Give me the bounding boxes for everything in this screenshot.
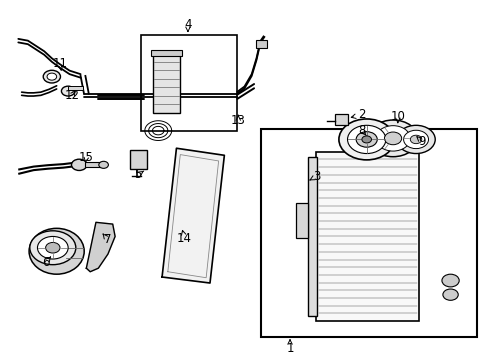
Bar: [307, 157, 317, 316]
Text: 14: 14: [177, 232, 192, 245]
Circle shape: [61, 86, 75, 96]
Text: 8: 8: [358, 124, 365, 137]
Circle shape: [71, 159, 87, 171]
Text: 10: 10: [389, 110, 405, 123]
Text: 4: 4: [184, 18, 191, 31]
Circle shape: [45, 242, 60, 253]
Text: 1: 1: [285, 342, 293, 355]
Circle shape: [47, 73, 57, 80]
Bar: [334, 114, 347, 125]
Text: 15: 15: [79, 150, 94, 163]
Text: 9: 9: [417, 135, 425, 148]
Circle shape: [403, 130, 427, 149]
Text: 12: 12: [64, 89, 80, 102]
Circle shape: [43, 70, 61, 83]
Circle shape: [30, 231, 76, 265]
Bar: [261, 129, 476, 337]
Circle shape: [338, 119, 394, 160]
Bar: [130, 150, 147, 170]
Circle shape: [99, 161, 108, 168]
Text: 3: 3: [312, 170, 320, 183]
Text: 13: 13: [230, 114, 245, 127]
Text: 5: 5: [134, 168, 142, 181]
Bar: [141, 35, 237, 131]
Bar: [295, 203, 307, 238]
Circle shape: [38, 237, 68, 259]
Polygon shape: [162, 148, 224, 283]
Bar: [153, 53, 180, 113]
Circle shape: [384, 132, 401, 145]
Text: 7: 7: [104, 234, 111, 247]
Bar: [316, 152, 419, 321]
Circle shape: [441, 274, 458, 287]
Circle shape: [347, 125, 385, 153]
Text: 6: 6: [42, 256, 49, 269]
Text: 2: 2: [357, 108, 365, 121]
Circle shape: [409, 135, 421, 144]
Circle shape: [442, 289, 457, 300]
Ellipse shape: [29, 228, 84, 274]
Bar: [256, 40, 266, 48]
Circle shape: [396, 125, 434, 153]
Bar: [85, 162, 103, 167]
Bar: [68, 86, 82, 90]
Bar: [151, 50, 182, 56]
Circle shape: [367, 120, 417, 157]
Polygon shape: [86, 222, 115, 272]
Circle shape: [361, 136, 371, 143]
Circle shape: [355, 132, 376, 147]
Circle shape: [375, 126, 409, 151]
Text: 11: 11: [52, 57, 67, 70]
